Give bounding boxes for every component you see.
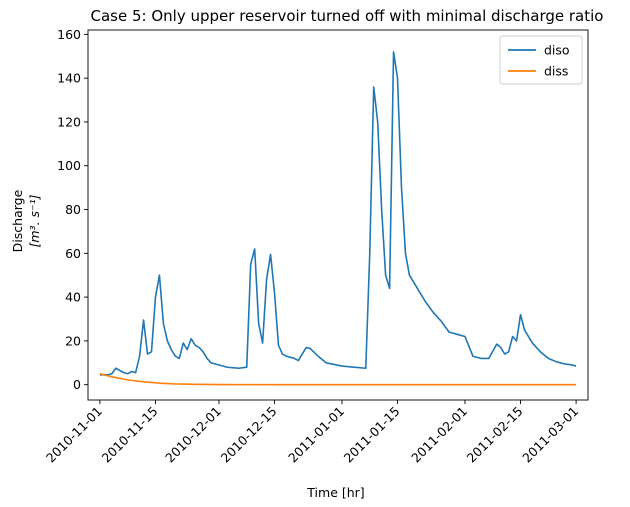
y-axis-label-group: Discharge [m³. s⁻¹] xyxy=(10,189,42,252)
legend-box xyxy=(499,35,583,85)
y-tick-label: 140 xyxy=(57,71,81,86)
y-tick-label: 160 xyxy=(57,27,81,42)
y-tick-label: 100 xyxy=(57,158,81,173)
y-tick-label: 80 xyxy=(65,202,81,217)
x-axis-label: Time [hr] xyxy=(306,485,364,500)
plot-area xyxy=(88,30,588,400)
series-line-diso xyxy=(99,51,577,376)
y-tick-label: 60 xyxy=(65,246,81,261)
legend: diso diss xyxy=(499,35,583,85)
series-line-diss xyxy=(99,372,577,386)
series-layer xyxy=(99,51,577,386)
plot-background xyxy=(88,30,588,400)
y-tick-label: 40 xyxy=(65,290,81,305)
y-tick-label: 20 xyxy=(65,333,81,348)
legend-label-diso: diso xyxy=(544,43,570,58)
y-tick-label: 120 xyxy=(57,114,81,129)
y-tick-label: 0 xyxy=(73,377,81,392)
y-axis-label: Discharge xyxy=(10,189,25,252)
axes-frame xyxy=(87,29,589,401)
legend-label-diss: diss xyxy=(544,64,568,79)
chart-title: Case 5: Only upper reservoir turned off … xyxy=(91,7,604,25)
y-axis-unit: [m³. s⁻¹] xyxy=(27,194,42,247)
